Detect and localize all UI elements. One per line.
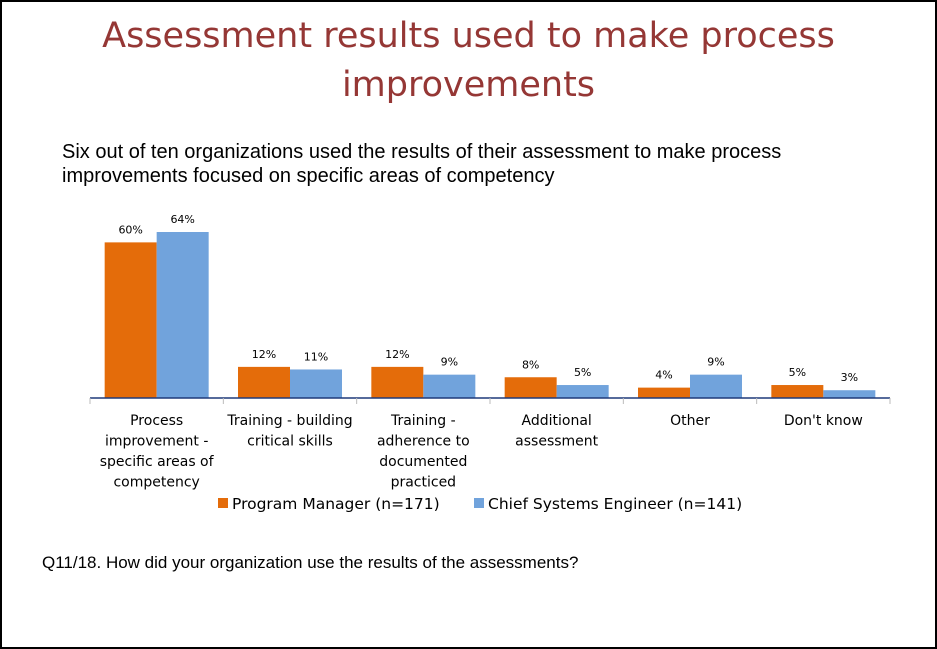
bar-cse bbox=[156, 232, 209, 398]
bar-cse bbox=[823, 390, 876, 398]
data-label: 5% bbox=[574, 366, 591, 379]
data-label: 12% bbox=[252, 348, 276, 361]
data-label: 3% bbox=[841, 371, 858, 384]
data-label: 4% bbox=[655, 369, 672, 382]
category-label: Training -adherence to documented practice… bbox=[377, 413, 470, 491]
data-label: 9% bbox=[707, 356, 724, 369]
slide-title: Assessment results used to make process … bbox=[102, 16, 835, 105]
bar-cse bbox=[690, 374, 742, 398]
slide-subtitle: Six out of ten organizations used the re… bbox=[62, 141, 782, 187]
bar-pm bbox=[504, 377, 557, 398]
bar-pm bbox=[104, 242, 157, 398]
category-label: Additional assessment bbox=[515, 413, 598, 450]
bar-pm bbox=[371, 366, 424, 398]
survey-question: Q11/18. How did your organization use th… bbox=[42, 553, 579, 572]
bar-cse bbox=[290, 369, 342, 398]
bar-cse bbox=[423, 374, 476, 398]
bar-cse bbox=[556, 385, 609, 398]
category-label: Process improvement -specific areas of com… bbox=[100, 413, 215, 491]
legend-swatch bbox=[218, 498, 228, 508]
category-label: Training - building critical skills bbox=[226, 413, 352, 450]
data-label: 11% bbox=[304, 350, 328, 363]
category-label: Don't know bbox=[784, 413, 863, 429]
bar-pm bbox=[638, 387, 690, 398]
data-label: 60% bbox=[118, 223, 142, 236]
legend-label: Chief Systems Engineer (n=141) bbox=[488, 495, 742, 513]
data-label: 5% bbox=[789, 366, 806, 379]
bar-pm bbox=[238, 366, 290, 398]
data-label: 9% bbox=[441, 356, 458, 369]
data-label: 12% bbox=[385, 348, 409, 361]
legend-label: Program Manager (n=171) bbox=[232, 495, 440, 513]
legend-swatch bbox=[474, 498, 484, 508]
category-label: Other bbox=[670, 413, 710, 429]
bar-pm bbox=[771, 385, 824, 398]
data-label: 64% bbox=[170, 213, 194, 226]
data-label: 8% bbox=[522, 358, 539, 371]
